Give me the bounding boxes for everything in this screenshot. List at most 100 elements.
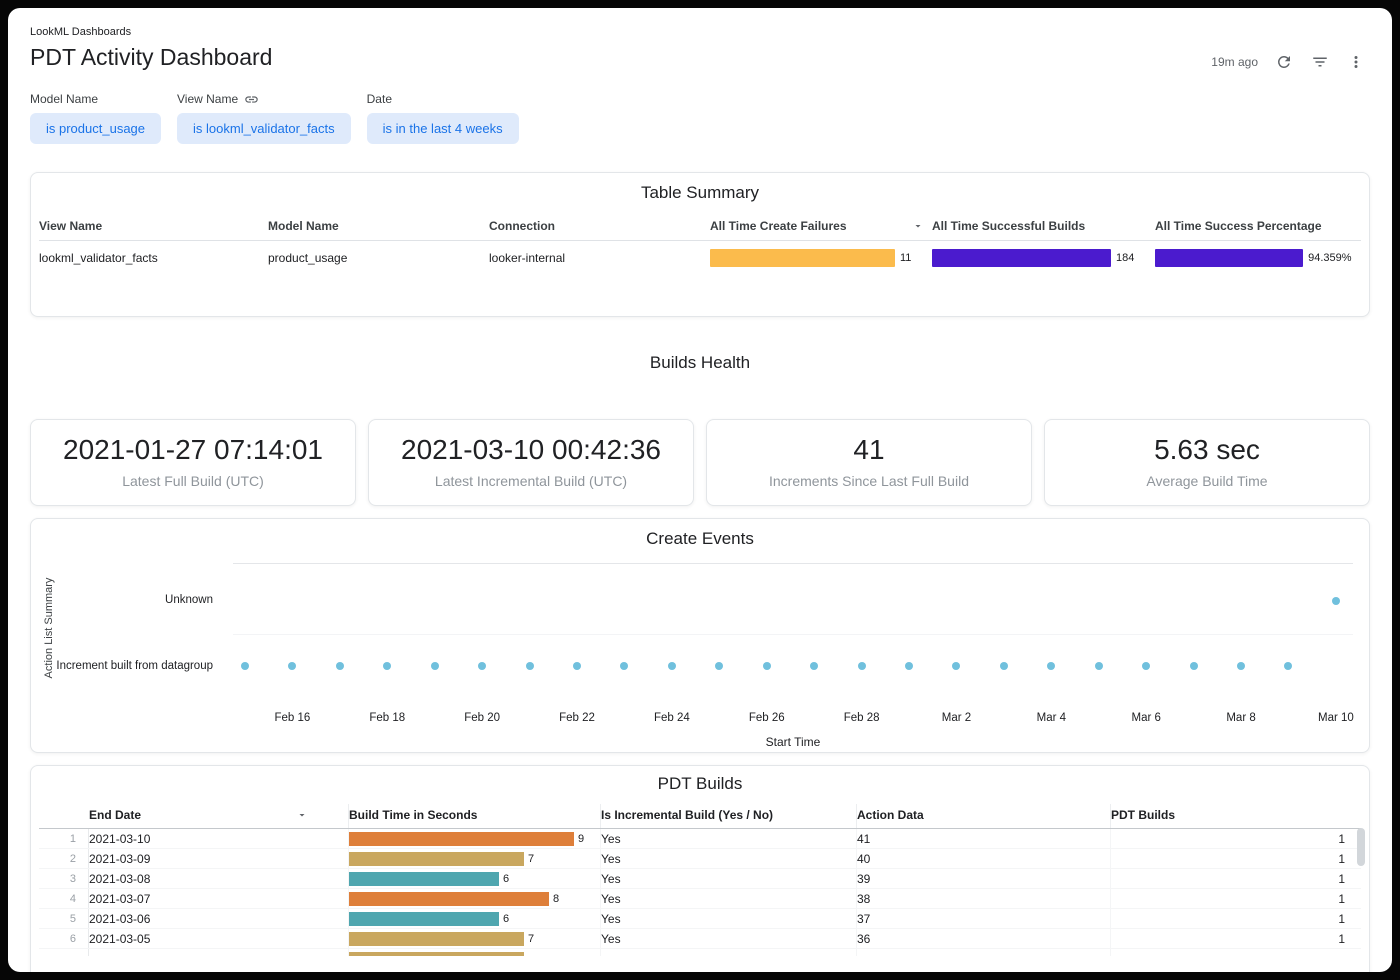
column-header-successful-builds[interactable]: All Time Successful Builds: [932, 215, 1155, 240]
incremental-cell[interactable]: Yes: [600, 909, 856, 928]
refresh-age: 19m ago: [1211, 55, 1258, 69]
column-header-model-name[interactable]: Model Name: [268, 215, 489, 240]
x-tick-label: Feb 20: [464, 712, 501, 724]
action-data-cell[interactable]: 40: [856, 849, 1110, 868]
success-percentage-value: 94.359%: [1308, 252, 1352, 264]
action-data-cell[interactable]: 36: [856, 929, 1110, 948]
filters-bar: Model Name is product_usage View Name is…: [30, 91, 1370, 144]
build-time-bar: [349, 911, 499, 926]
end-date-cell[interactable]: 2021-03-10: [89, 831, 151, 846]
pdt-table-row[interactable]: 1 2021-03-10 9 Yes 41 1: [39, 829, 1361, 849]
incremental-cell[interactable]: Yes: [600, 849, 856, 868]
connection-cell[interactable]: looker-internal: [489, 251, 566, 265]
build-time-value: 8: [553, 892, 560, 905]
column-header-connection[interactable]: Connection: [489, 215, 710, 240]
end-date-cell[interactable]: 2021-03-08: [89, 871, 151, 886]
column-header-label: PDT Builds: [1111, 808, 1176, 822]
refresh-icon[interactable]: [1274, 52, 1294, 72]
pdt-builds-cell[interactable]: 1: [1110, 889, 1361, 908]
filter-chip-date[interactable]: is in the last 4 weeks: [366, 113, 519, 144]
pdt-builds-cell[interactable]: 1: [1110, 929, 1361, 948]
pdt-builds-cell[interactable]: 1: [1110, 909, 1361, 928]
scatter-chart: Action List Summary Unknown Increment bu…: [39, 563, 1361, 752]
scatter-point: [478, 662, 487, 671]
tile-title: Table Summary: [640, 183, 760, 202]
filter-label: View Name: [177, 91, 351, 107]
build-time-bar: [349, 851, 524, 866]
x-tick-label: Mar 4: [1036, 712, 1067, 724]
filter-label: Model Name: [30, 91, 161, 107]
incremental-cell[interactable]: Yes: [600, 869, 856, 888]
filter-label-text: Date: [366, 92, 392, 106]
incremental-cell[interactable]: Yes: [600, 929, 856, 948]
scatter-point: [335, 662, 344, 671]
row-number: 5: [39, 909, 89, 928]
pdt-table-row[interactable]: 6 2021-03-05 7 Yes 36 1: [39, 929, 1361, 949]
scatter-point: [1047, 662, 1056, 671]
kpi-average-build-time: 5.63 sec Average Build Time: [1044, 419, 1370, 506]
column-header-label: Connection: [489, 219, 555, 233]
dashboard-header: LookML Dashboards PDT Activity Dashboard…: [30, 26, 1370, 71]
build-time-cell: 8: [348, 889, 600, 908]
incremental-cell[interactable]: Yes: [600, 829, 856, 848]
pdt-builds-cell[interactable]: 1: [1110, 869, 1361, 888]
x-tick-label: Feb 24: [653, 712, 690, 724]
kebab-menu-icon[interactable]: [1346, 52, 1366, 72]
build-time-bar: [349, 931, 524, 946]
scatter-point: [573, 662, 581, 671]
action-data-cell[interactable]: 38: [856, 889, 1110, 908]
column-header-view-name[interactable]: View Name: [39, 215, 268, 240]
incremental-cell[interactable]: [600, 949, 856, 956]
breadcrumb[interactable]: LookML Dashboards: [30, 26, 132, 38]
vertical-scrollbar[interactable]: [1357, 828, 1365, 952]
column-header-action-data[interactable]: Action Data: [856, 804, 1110, 828]
pdt-builds-cell[interactable]: 1: [1110, 829, 1361, 848]
end-date-cell[interactable]: 2021-03-09: [89, 851, 151, 866]
scatter-point: [715, 662, 724, 671]
column-header-is-incremental[interactable]: Is Incremental Build (Yes / No): [600, 804, 856, 828]
column-header-label: View Name: [39, 219, 103, 233]
row-number: 6: [39, 929, 89, 948]
pdt-table-row[interactable]: 2 2021-03-09 7 Yes 40 1: [39, 849, 1361, 869]
filter-chip-view-name[interactable]: is lookml_validator_facts: [177, 113, 351, 144]
x-tick-label: Feb 26: [748, 712, 785, 724]
pdt-builds-cell[interactable]: [1110, 949, 1361, 956]
end-date-cell[interactable]: 2021-03-06: [89, 911, 151, 926]
model-name-cell[interactable]: product_usage: [268, 251, 348, 265]
end-date-cell[interactable]: 2021-03-07: [89, 891, 151, 906]
column-header-row-number: [39, 804, 89, 828]
scrollbar-thumb[interactable]: [1357, 828, 1365, 866]
scatter-point: [1094, 662, 1103, 671]
action-data-cell[interactable]: [856, 949, 1110, 956]
column-header-end-date[interactable]: End Date: [89, 804, 348, 828]
success-percentage-cell: 94.359%: [1155, 241, 1361, 275]
kpi-value: 2021-01-27 07:14:01: [63, 434, 323, 465]
pdt-builds-cell[interactable]: 1: [1110, 849, 1361, 868]
column-header-create-failures[interactable]: All Time Create Failures: [710, 215, 932, 240]
column-header-build-time[interactable]: Build Time in Seconds: [348, 804, 600, 828]
column-header-label: Model Name: [268, 219, 339, 233]
action-data-cell[interactable]: 39: [856, 869, 1110, 888]
filter-icon[interactable]: [1310, 52, 1330, 72]
filter-view-name: View Name is lookml_validator_facts: [177, 91, 351, 144]
action-data-cell[interactable]: 41: [856, 829, 1110, 848]
pdt-table-row[interactable]: 5 2021-03-06 6 Yes 37 1: [39, 909, 1361, 929]
column-header-pdt-builds[interactable]: PDT Builds: [1110, 804, 1361, 828]
pdt-table-row[interactable]: [39, 949, 1361, 956]
end-date-cell[interactable]: 2021-03-05: [89, 931, 151, 946]
pdt-table-row[interactable]: 4 2021-03-07 8 Yes 38 1: [39, 889, 1361, 909]
filter-chip-model-name[interactable]: is product_usage: [30, 113, 162, 144]
kpi-value: 2021-03-10 00:42:36: [401, 434, 661, 465]
chevron-down-icon: [296, 809, 308, 821]
pdt-table-row[interactable]: 3 2021-03-08 6 Yes 39 1: [39, 869, 1361, 889]
view-name-cell[interactable]: lookml_validator_facts: [39, 251, 158, 265]
end-date-cell[interactable]: [89, 949, 348, 956]
x-tick-label: Mar 2: [941, 712, 972, 724]
tile-title: PDT Builds: [657, 774, 743, 793]
incremental-cell[interactable]: Yes: [600, 889, 856, 908]
action-data-cell[interactable]: 37: [856, 909, 1110, 928]
scatter-point: [1189, 662, 1198, 671]
build-time-value: 6: [503, 872, 510, 885]
column-header-success-percentage[interactable]: All Time Success Percentage: [1155, 215, 1361, 240]
summary-table-row[interactable]: lookml_validator_facts product_usage loo…: [39, 241, 1361, 275]
